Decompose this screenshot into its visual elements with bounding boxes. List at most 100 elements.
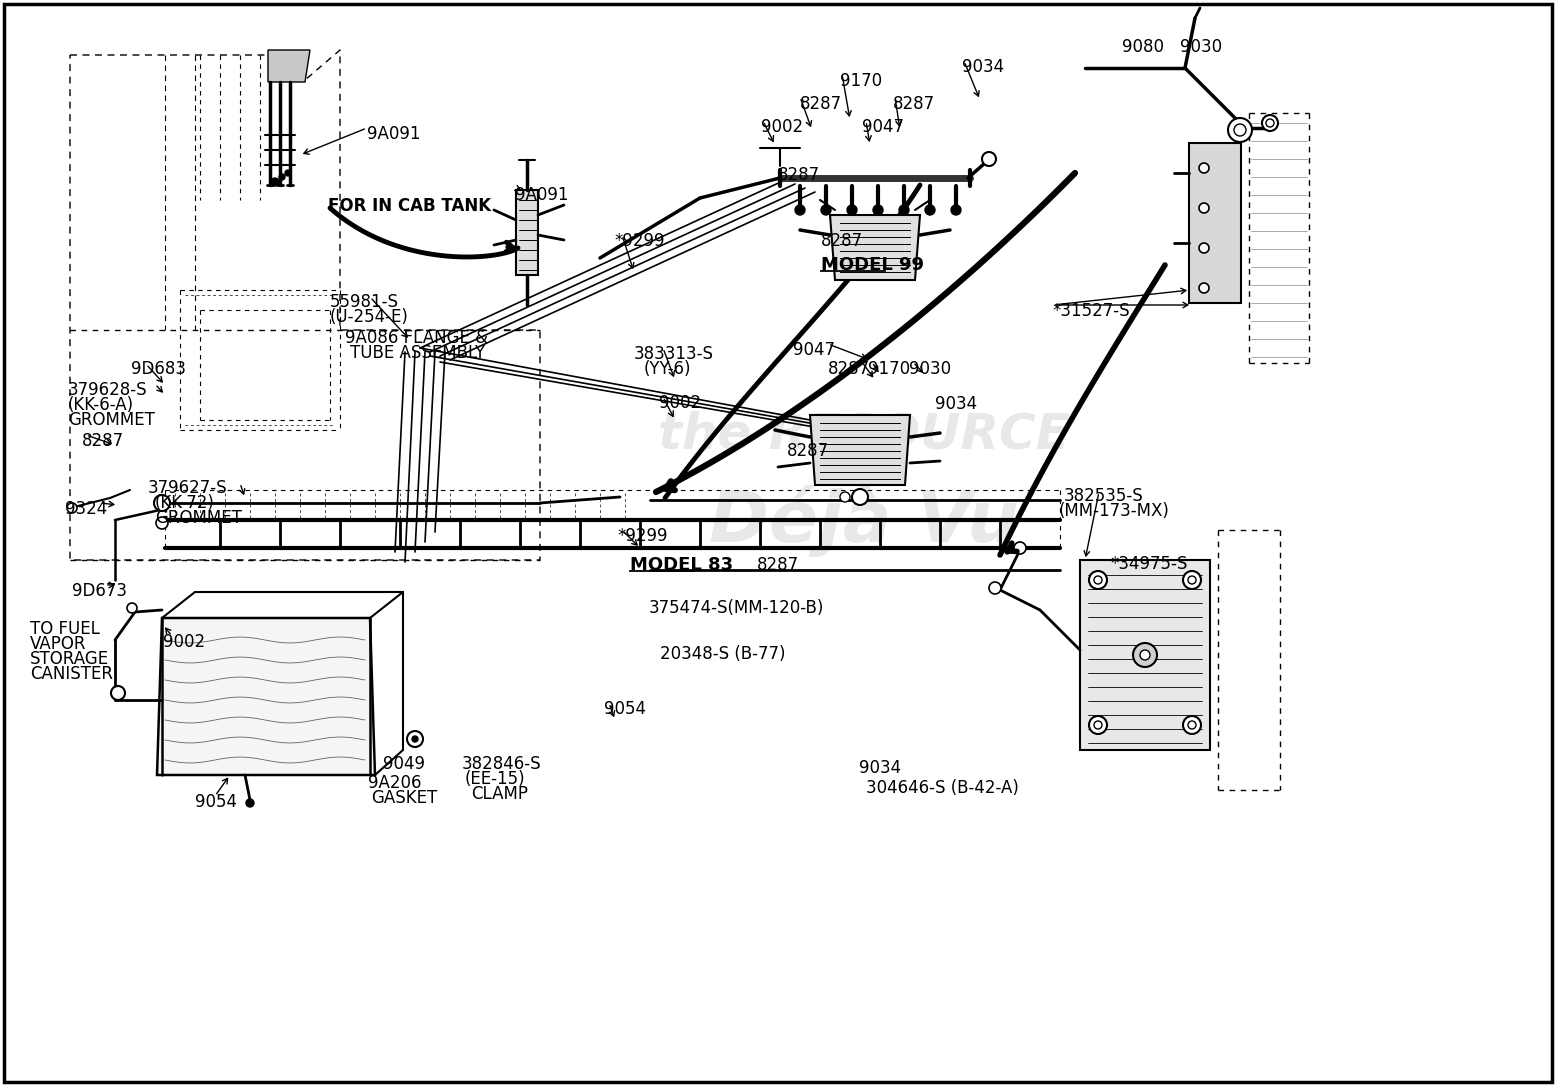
- Text: 8287: 8287: [893, 94, 935, 113]
- Circle shape: [1183, 571, 1201, 589]
- Circle shape: [795, 205, 804, 215]
- Text: 9002: 9002: [660, 394, 702, 412]
- Text: 9034: 9034: [859, 759, 901, 776]
- Circle shape: [899, 205, 909, 215]
- Circle shape: [285, 171, 291, 176]
- Text: 9047: 9047: [862, 118, 904, 136]
- Text: 9A206: 9A206: [369, 774, 422, 792]
- Circle shape: [1094, 576, 1102, 584]
- Text: 9002: 9002: [761, 118, 803, 136]
- Circle shape: [1228, 118, 1253, 142]
- Text: 9047: 9047: [794, 341, 836, 359]
- Text: 8287: 8287: [800, 94, 842, 113]
- Circle shape: [271, 178, 279, 186]
- Circle shape: [154, 495, 170, 512]
- Text: GROMMET: GROMMET: [68, 411, 156, 429]
- Text: STORAGE: STORAGE: [30, 651, 109, 668]
- Text: the RESOURCE: the RESOURCE: [658, 411, 1069, 458]
- Text: 8287: 8287: [82, 432, 124, 450]
- Polygon shape: [811, 415, 910, 485]
- Text: *9299: *9299: [615, 232, 664, 250]
- Circle shape: [990, 582, 1001, 594]
- Text: TUBE ASSEMBLY: TUBE ASSEMBLY: [350, 344, 485, 362]
- Circle shape: [1267, 119, 1274, 127]
- Text: MODEL 83: MODEL 83: [630, 556, 733, 574]
- Text: (KK-72): (KK-72): [156, 494, 215, 512]
- Text: 304646-S (B-42-A): 304646-S (B-42-A): [867, 779, 1019, 797]
- Text: 8287: 8287: [787, 442, 829, 460]
- Circle shape: [1089, 571, 1106, 589]
- Text: *31527-S: *31527-S: [1052, 302, 1130, 320]
- Circle shape: [1183, 716, 1201, 734]
- Text: VAPOR: VAPOR: [30, 635, 87, 653]
- Text: GROMMET: GROMMET: [156, 509, 241, 527]
- Text: *34975-S: *34975-S: [1109, 555, 1187, 573]
- Bar: [1189, 143, 1242, 303]
- Text: 8287: 8287: [758, 556, 800, 574]
- Circle shape: [1133, 643, 1158, 667]
- Circle shape: [67, 503, 76, 513]
- Circle shape: [1187, 576, 1197, 584]
- Text: 9D673: 9D673: [72, 582, 128, 599]
- Text: 20348-S (B-77): 20348-S (B-77): [660, 645, 786, 662]
- Text: TO FUEL: TO FUEL: [30, 620, 100, 637]
- Text: 382846-S: 382846-S: [462, 755, 541, 773]
- Text: 9A091: 9A091: [515, 186, 568, 204]
- Text: 9030: 9030: [1179, 38, 1221, 56]
- Circle shape: [873, 205, 882, 215]
- Circle shape: [840, 492, 850, 502]
- Text: 9170: 9170: [868, 359, 910, 378]
- Circle shape: [246, 799, 254, 807]
- Text: 8287: 8287: [778, 166, 820, 184]
- Text: 9080: 9080: [1122, 38, 1164, 56]
- Text: 382535-S: 382535-S: [1064, 487, 1144, 505]
- Circle shape: [1234, 124, 1246, 136]
- Circle shape: [1141, 651, 1150, 660]
- Circle shape: [951, 205, 962, 215]
- Text: 9034: 9034: [935, 395, 977, 413]
- Text: GASKET: GASKET: [370, 790, 437, 807]
- Circle shape: [1187, 721, 1197, 729]
- Text: 8287: 8287: [828, 359, 870, 378]
- Text: 55981-S: 55981-S: [330, 293, 398, 311]
- Circle shape: [1200, 283, 1209, 293]
- Text: (YY-6): (YY-6): [644, 359, 691, 378]
- Circle shape: [128, 603, 137, 613]
- Bar: [517, 190, 538, 275]
- Text: MODEL 99: MODEL 99: [822, 256, 924, 274]
- Text: 9054: 9054: [194, 793, 237, 811]
- Circle shape: [822, 205, 831, 215]
- Text: (KK-6-A): (KK-6-A): [68, 396, 134, 414]
- Circle shape: [1015, 542, 1025, 554]
- Text: (EE-15): (EE-15): [465, 770, 526, 788]
- Circle shape: [1094, 721, 1102, 729]
- Polygon shape: [157, 618, 375, 775]
- Text: 9D683: 9D683: [131, 359, 187, 378]
- Text: 375474-S(MM-120-B): 375474-S(MM-120-B): [649, 599, 825, 617]
- Text: 379628-S: 379628-S: [68, 381, 148, 399]
- Circle shape: [279, 174, 285, 180]
- Polygon shape: [829, 215, 920, 280]
- Text: 9170: 9170: [840, 72, 882, 90]
- Text: CLAMP: CLAMP: [471, 785, 527, 803]
- Circle shape: [1262, 115, 1277, 131]
- Circle shape: [110, 686, 124, 700]
- Text: 9A091: 9A091: [367, 125, 420, 143]
- Text: 9002: 9002: [163, 633, 205, 651]
- Text: 9030: 9030: [909, 359, 951, 378]
- Circle shape: [1200, 243, 1209, 253]
- Text: *9299: *9299: [618, 527, 668, 545]
- Circle shape: [156, 517, 168, 529]
- Text: (MM-173-MX): (MM-173-MX): [1060, 502, 1170, 520]
- Text: 9049: 9049: [383, 755, 425, 773]
- Text: 383313-S: 383313-S: [633, 345, 714, 363]
- Text: 9054: 9054: [604, 700, 646, 718]
- Circle shape: [1200, 163, 1209, 173]
- Circle shape: [1200, 203, 1209, 213]
- Circle shape: [846, 205, 857, 215]
- Polygon shape: [268, 50, 310, 83]
- Circle shape: [924, 205, 935, 215]
- Text: Déjà Vu: Déjà Vu: [710, 485, 1018, 557]
- Text: CANISTER: CANISTER: [30, 665, 114, 683]
- Text: FOR IN CAB TANK: FOR IN CAB TANK: [328, 197, 492, 215]
